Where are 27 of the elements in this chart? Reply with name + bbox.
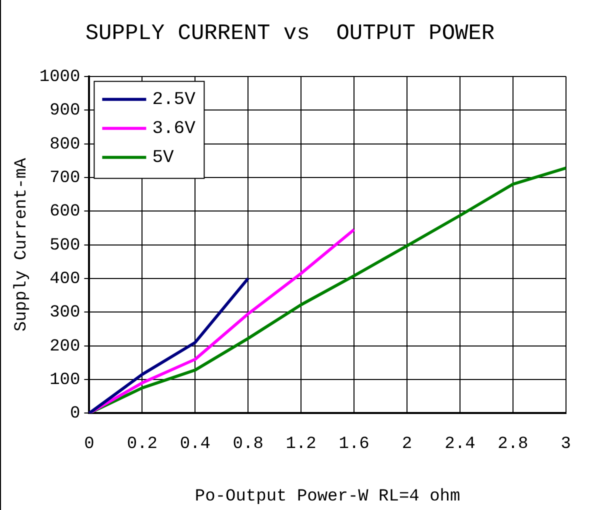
legend-label: 5V xyxy=(152,148,174,168)
chart-title: SUPPLY CURRENT vs OUTPUT POWER xyxy=(85,21,495,46)
y-tick-label: 200 xyxy=(50,337,80,356)
y-tick-label: 400 xyxy=(50,270,80,289)
x-tick-label: 0.4 xyxy=(180,434,210,454)
y-axis-title: Supply Current-mA xyxy=(12,157,32,332)
y-tick-label: 100 xyxy=(50,371,80,390)
y-tick-label: 900 xyxy=(50,102,80,121)
x-tick-label: 1.6 xyxy=(338,434,370,454)
y-tick-label: 300 xyxy=(50,304,80,323)
legend-label: 2.5V xyxy=(152,90,196,110)
y-tick-label: 800 xyxy=(50,135,80,154)
y-tick-label: 700 xyxy=(50,168,80,188)
legend-label: 3.6V xyxy=(152,119,196,140)
y-tick-label: 500 xyxy=(50,236,80,256)
y-tick-label: 600 xyxy=(50,202,80,222)
y-tick-label: 0 xyxy=(70,404,80,424)
x-tick-label: 0 xyxy=(84,434,94,454)
x-tick-label: 2.8 xyxy=(498,434,528,454)
x-tick-label: 0.8 xyxy=(232,434,264,454)
x-tick-label: 3 xyxy=(560,434,571,454)
x-tick-label: 0.2 xyxy=(126,434,158,454)
x-axis-title: Po-Output Power-W RL=4 ohm xyxy=(194,487,460,506)
x-tick-label: 2.4 xyxy=(444,434,476,454)
x-tick-label: 2 xyxy=(402,434,412,454)
y-tick-label: 1000 xyxy=(39,68,80,87)
x-tick-label: 1.2 xyxy=(286,434,316,454)
